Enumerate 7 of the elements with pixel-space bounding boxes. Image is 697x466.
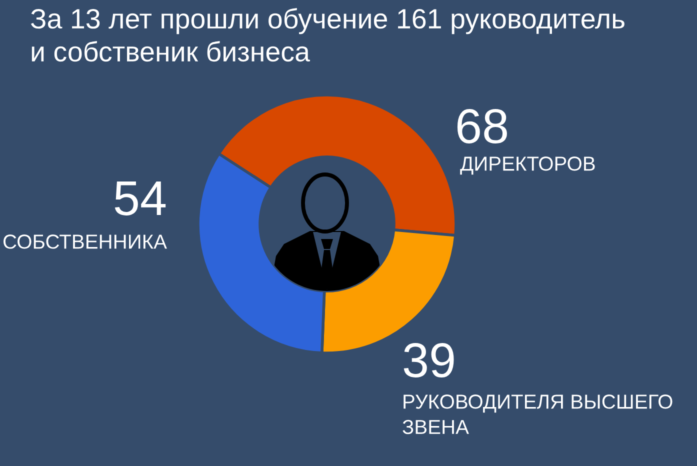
data-label: 54	[114, 182, 166, 216]
slice-label: РУКОВОДИТЕЛЯ ВЫСШЕГО ЗВЕНА	[402, 394, 672, 434]
data-label: 68	[457, 109, 507, 144]
slice-label: ДИРЕКТОРОВ	[460, 156, 595, 175]
slice-label: СОБСТВЕННИКА	[4, 234, 167, 249]
data-label: 39	[404, 343, 454, 378]
chart-title: За 13 лет прошли обучение 161 руководитель и собственик бизнеса	[30, 8, 624, 62]
